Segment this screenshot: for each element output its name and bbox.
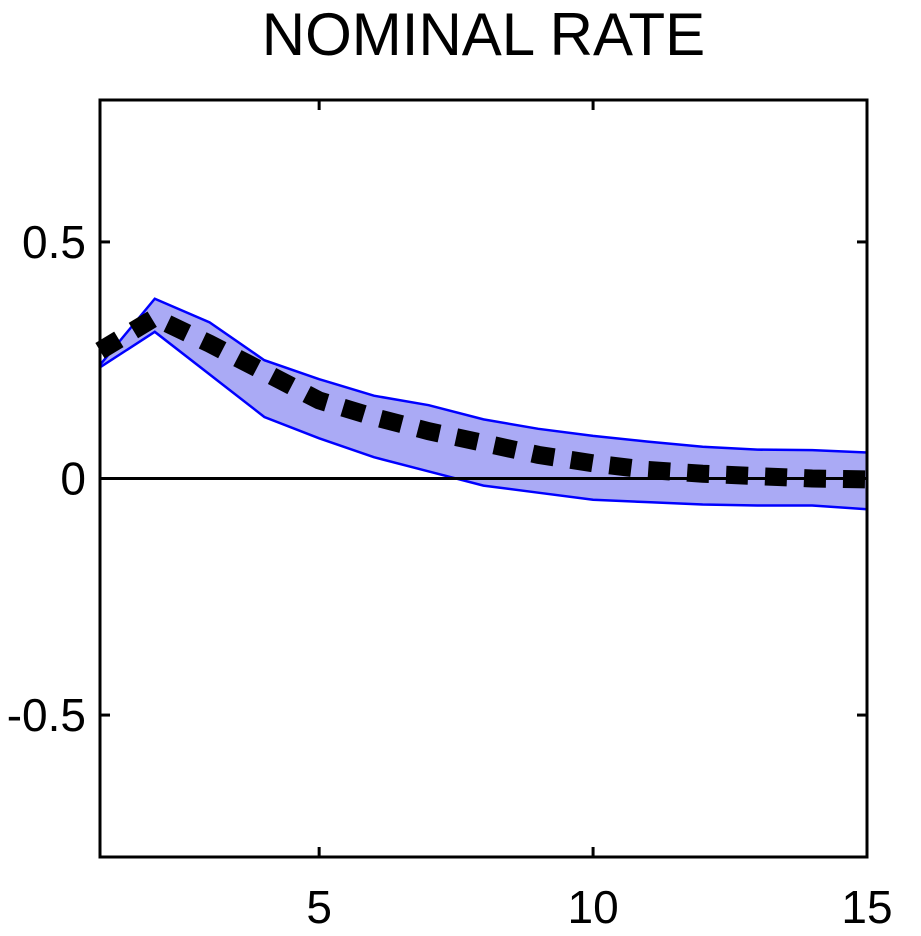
confidence-band (100, 298, 867, 510)
x-tick-label: 5 (306, 881, 332, 933)
y-tick-label: 0.5 (22, 216, 86, 268)
chart-title: NOMINAL RATE (262, 1, 705, 68)
band-lower-edge (99, 330, 868, 511)
x-tick-label: 15 (841, 881, 892, 933)
x-tick-label: 10 (567, 881, 618, 933)
y-tick-label: -0.5 (7, 689, 86, 741)
plot-area (95, 297, 868, 511)
median-line (95, 307, 868, 489)
band-upper-edge (99, 297, 868, 454)
y-tick-label: 0 (60, 453, 86, 505)
axes: 5 10 15 0.5 0 -0.5 (7, 98, 893, 933)
